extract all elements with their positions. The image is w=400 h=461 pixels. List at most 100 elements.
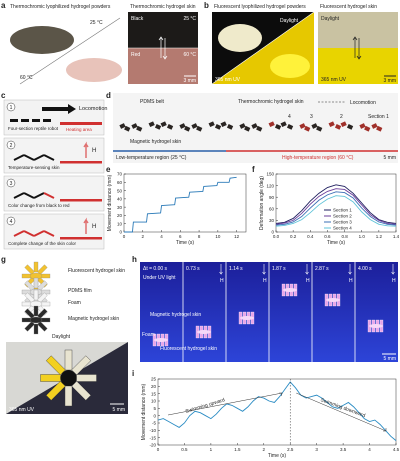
y-tick-label: 30 (117, 205, 123, 210)
temp-label: 25 °C (90, 20, 103, 26)
panel-label: c (1, 91, 6, 100)
x-tick-label: 1.4 (393, 234, 400, 239)
robot-segment (328, 121, 335, 128)
annotation: Swimming upward (185, 397, 226, 415)
y-tick-label: 70 (117, 172, 123, 177)
step-box (3, 137, 105, 174)
scale-label: 3 mm (384, 78, 397, 84)
frames: Δt = 0.00 s 0.73 sH1.14 sH1.87 sH2.87 sH4… (143, 262, 396, 362)
label: Foam (68, 300, 81, 306)
panel-label: h (132, 255, 137, 264)
label: Locomotion (79, 106, 107, 112)
y-tick-label: 60 (117, 180, 123, 185)
powder-glow (270, 54, 310, 78)
robot-segment (226, 124, 234, 130)
scale-label: 5 mm (113, 407, 126, 413)
robot-segment (124, 125, 131, 132)
robot-segment (191, 123, 198, 129)
panel-label: f (252, 165, 255, 174)
powder-pink (66, 58, 122, 82)
step-number: 4 (10, 219, 13, 225)
photo-label: 365 nm UV (9, 407, 35, 413)
y-tick-label: 15 (151, 391, 157, 396)
robot-segment (184, 125, 191, 132)
x-tick-label: 6 (179, 234, 182, 239)
panel-label: i (132, 369, 134, 378)
label: Fluorescent hydrogel skin (68, 268, 125, 274)
robot-hub (240, 316, 254, 320)
field-arrow (219, 264, 223, 275)
field-arrow (83, 141, 89, 158)
label: Four-section reptile robot (8, 126, 59, 131)
y-axis-label: Deformation angle (deg) (259, 176, 265, 230)
robot-segment (311, 123, 318, 129)
photo-label: 25 °C (183, 16, 196, 22)
y-tick-label: 20 (117, 213, 123, 218)
step-circle (6, 216, 16, 226)
hub (60, 370, 77, 386)
y-tick-label: 10 (117, 221, 123, 226)
x-tick-label: 8 (198, 234, 201, 239)
robot-segment (119, 123, 126, 129)
x-tick-label: 1 (210, 447, 213, 452)
powder-dark (10, 26, 74, 54)
label: 4 (288, 114, 291, 120)
step-box (3, 213, 105, 250)
plot-frame (123, 173, 247, 233)
step-circle (6, 102, 16, 112)
y-tick-label: -15 (149, 435, 156, 440)
segment (33, 230, 45, 237)
data-line (275, 191, 397, 226)
hub (29, 316, 43, 324)
segment (23, 154, 35, 161)
skin-photo (318, 12, 398, 48)
field-label: H (306, 278, 310, 284)
x-tick-label: 4.5 (393, 447, 400, 452)
step-number: 1 (10, 105, 13, 111)
robot-segment (304, 125, 311, 132)
x-tick-label: 1.0 (359, 234, 366, 239)
segment (10, 119, 18, 122)
skin-photo (128, 12, 198, 48)
x-tick-label: 2 (142, 234, 145, 239)
heating (60, 237, 102, 240)
robot-segment (160, 121, 167, 128)
y-tick-label: -20 (149, 443, 156, 448)
x-tick-label: 0.6 (324, 234, 331, 239)
y-tick-label: -5 (152, 421, 156, 426)
x-tick-label: 3.5 (340, 447, 347, 452)
arm (33, 289, 39, 301)
label: High-temperature region (60 °C) (282, 155, 354, 161)
arm (76, 374, 97, 382)
label: Locomotion (350, 100, 376, 106)
scale-label: 5 mm (384, 155, 397, 161)
field-label: H (349, 278, 353, 284)
field-arrow (305, 264, 309, 275)
segment (32, 119, 40, 122)
robot-hub (283, 288, 297, 292)
arm (64, 385, 73, 407)
robot-segment (136, 125, 143, 132)
robot-segment (244, 125, 251, 132)
y-tick-label: 90 (269, 195, 275, 200)
x-tick-label: 0 (123, 234, 126, 239)
panel-title: Thermochromic hydrogel skin (130, 4, 196, 10)
arm (45, 355, 66, 376)
robot-hub (326, 298, 340, 302)
robot-star (40, 349, 97, 407)
robot-hub (197, 330, 211, 334)
robot-segment (280, 121, 287, 128)
label: Fluorescent hydrogel skin (160, 346, 217, 352)
plot-frame (275, 173, 397, 233)
y-tick-label: 20 (151, 384, 157, 389)
field-label: H (92, 148, 96, 154)
scale-label: 3 mm (184, 78, 197, 84)
robot-hub (154, 338, 168, 342)
robot-segment (179, 123, 186, 129)
x-tick-label: 3 (315, 447, 318, 452)
photo-label: Red (131, 52, 140, 58)
time-label: 0.73 s (186, 266, 200, 272)
photo-label: 60 °C (183, 52, 196, 58)
robot-segment (208, 121, 215, 128)
